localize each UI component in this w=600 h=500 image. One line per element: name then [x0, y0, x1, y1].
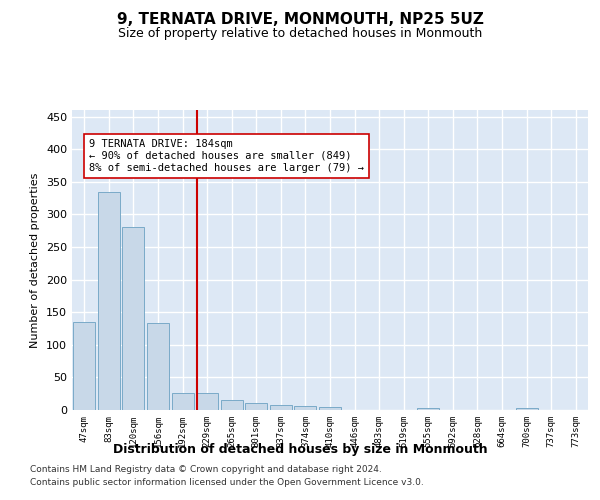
Bar — [196, 393, 218, 410]
Bar — [319, 408, 341, 410]
Bar — [172, 393, 194, 410]
Bar — [221, 400, 243, 410]
Text: Contains public sector information licensed under the Open Government Licence v3: Contains public sector information licen… — [30, 478, 424, 487]
Bar — [270, 405, 292, 410]
Bar — [147, 324, 169, 410]
Bar — [245, 403, 268, 410]
Y-axis label: Number of detached properties: Number of detached properties — [31, 172, 40, 348]
Text: Contains HM Land Registry data © Crown copyright and database right 2024.: Contains HM Land Registry data © Crown c… — [30, 466, 382, 474]
Text: 9, TERNATA DRIVE, MONMOUTH, NP25 5UZ: 9, TERNATA DRIVE, MONMOUTH, NP25 5UZ — [116, 12, 484, 28]
Text: 9 TERNATA DRIVE: 184sqm
← 90% of detached houses are smaller (849)
8% of semi-de: 9 TERNATA DRIVE: 184sqm ← 90% of detache… — [89, 140, 364, 172]
Bar — [98, 192, 120, 410]
Text: Size of property relative to detached houses in Monmouth: Size of property relative to detached ho… — [118, 28, 482, 40]
Bar — [73, 322, 95, 410]
Bar — [417, 408, 439, 410]
Bar — [122, 228, 145, 410]
Bar — [295, 406, 316, 410]
Text: Distribution of detached houses by size in Monmouth: Distribution of detached houses by size … — [113, 442, 487, 456]
Bar — [515, 408, 538, 410]
